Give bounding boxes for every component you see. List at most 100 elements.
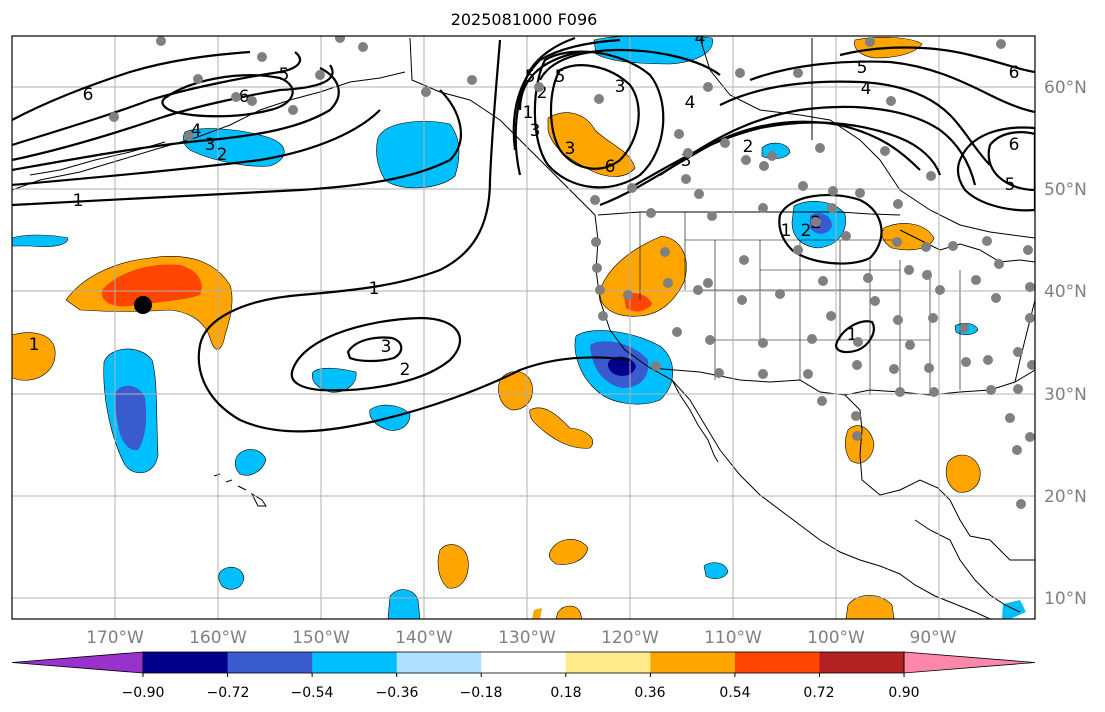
anomaly-negative xyxy=(234,449,267,476)
colorbar-label: 0.54 xyxy=(719,685,750,701)
anomaly-positive xyxy=(548,539,589,565)
anomaly-positive xyxy=(12,332,56,381)
contour-label: 5 xyxy=(525,67,536,87)
contour-label: 3 xyxy=(615,77,626,97)
contour-east-6 xyxy=(839,46,1035,74)
lat-label: 50°N xyxy=(1044,180,1087,200)
contour-label: 6 xyxy=(1009,63,1020,83)
lon-label: 170°W xyxy=(86,628,144,648)
colorbar-label: −0.90 xyxy=(122,685,165,701)
contour-label: 2 xyxy=(743,137,754,157)
contour-5-north xyxy=(12,51,302,147)
north-america-coast xyxy=(409,37,991,619)
location-marker xyxy=(134,296,152,314)
contour-label: 2 xyxy=(400,360,411,380)
colorbar-ticks xyxy=(142,673,905,677)
colorbar-label: −0.36 xyxy=(376,685,419,701)
contour-label: 3 xyxy=(530,121,541,141)
contour-label: 6 xyxy=(1009,135,1020,155)
contour-label: 2 xyxy=(537,83,548,103)
anomaly-medium-negative xyxy=(114,385,147,451)
contour-east-2 xyxy=(629,121,942,189)
contour-label: 4 xyxy=(191,121,202,141)
mexico-border xyxy=(649,367,846,396)
contour-label: 4 xyxy=(861,79,872,99)
colorbar-segment xyxy=(312,652,398,673)
contour-6-loop xyxy=(161,74,294,118)
contour-2-canada xyxy=(518,50,581,111)
anomaly-negative xyxy=(12,234,69,248)
contour-label: 1 xyxy=(781,221,792,241)
colorbar-segment xyxy=(734,652,820,673)
colorbar-segment xyxy=(819,652,905,673)
colorbar-label: 0.18 xyxy=(550,685,581,701)
lon-label: 150°W xyxy=(292,628,350,648)
contour-4-canada xyxy=(514,36,576,176)
anomaly-positive xyxy=(555,605,583,619)
contour-label: 1 xyxy=(369,279,380,299)
lon-label: 160°W xyxy=(189,628,247,648)
colorbar-label: −0.72 xyxy=(207,685,250,701)
contour-2-loop xyxy=(290,316,461,392)
contour-label: 5 xyxy=(857,58,868,78)
anomaly-positive xyxy=(945,454,981,493)
contour-label: 3 xyxy=(205,135,216,155)
lon-label: 100°W xyxy=(807,628,865,648)
map-title: 2025081000 F096 xyxy=(450,10,598,29)
contour-label: 5 xyxy=(555,67,566,87)
map-frame xyxy=(11,35,1036,620)
colorbar-segment xyxy=(481,652,567,673)
anomaly-positive xyxy=(529,407,594,449)
anomaly-fields xyxy=(12,36,1026,619)
colorbar-segment xyxy=(227,652,313,673)
contour-1-south xyxy=(197,344,631,433)
contour-label: 5 xyxy=(279,65,290,85)
colorbar-extend-high xyxy=(903,651,1036,674)
contour-label: 6 xyxy=(83,85,94,105)
central-america xyxy=(914,519,1021,613)
anomaly-negative xyxy=(218,566,245,590)
colorbar-label: 0.90 xyxy=(888,685,919,701)
contour-label: 4 xyxy=(685,93,696,113)
contour-1-arc xyxy=(198,39,502,346)
contour-label: 2 xyxy=(217,145,228,165)
great-lakes xyxy=(899,229,1035,263)
contour-label: 5 xyxy=(1005,175,1016,195)
contour-east-4 xyxy=(719,80,991,166)
lon-label: 130°W xyxy=(498,628,556,648)
lon-label: 120°W xyxy=(601,628,659,648)
contour-label: 1 xyxy=(29,335,40,355)
map-background xyxy=(12,36,1035,619)
longitude-labels: 170°W 160°W 150°W 140°W 130°W 120°W 110°… xyxy=(86,628,957,648)
baja-california xyxy=(671,379,719,463)
colorbar-label: −0.54 xyxy=(291,685,334,701)
lon-label: 90°W xyxy=(910,628,957,648)
lat-label: 60°N xyxy=(1044,78,1087,98)
contour-east-5 xyxy=(749,60,1035,114)
contour-label: 3 xyxy=(681,151,692,171)
colorbar: −0.90 −0.72 −0.54 −0.36 −0.18 0.18 0.36 … xyxy=(11,651,1036,701)
lat-label: 10°N xyxy=(1044,589,1087,609)
colorbar-segment xyxy=(396,652,482,673)
anomaly-positive xyxy=(532,608,542,619)
anomaly-negative xyxy=(182,128,285,167)
colorbar-tick-labels: −0.90 −0.72 −0.54 −0.36 −0.18 0.18 0.36 … xyxy=(122,685,920,701)
contour-east-loop xyxy=(956,126,1035,212)
station-markers xyxy=(109,36,1035,509)
anomaly-strong-negative xyxy=(607,356,636,376)
colorbar-segment xyxy=(143,652,229,673)
colorbar-label: 0.36 xyxy=(634,685,665,701)
anomaly-positive xyxy=(437,544,469,589)
contour-label: 1 xyxy=(73,191,84,211)
colorbar-extend-low xyxy=(11,651,144,674)
lon-label: 140°W xyxy=(395,628,453,648)
contour-label: 3 xyxy=(381,337,392,357)
contour-east-1 xyxy=(599,120,921,207)
canada-north xyxy=(699,37,1035,239)
anomaly-negative xyxy=(311,367,357,393)
contour-6-north xyxy=(12,50,251,121)
contour-4-north xyxy=(12,64,334,162)
contour-1-canada xyxy=(539,48,721,81)
contour-east-loop-2 xyxy=(987,131,1035,192)
